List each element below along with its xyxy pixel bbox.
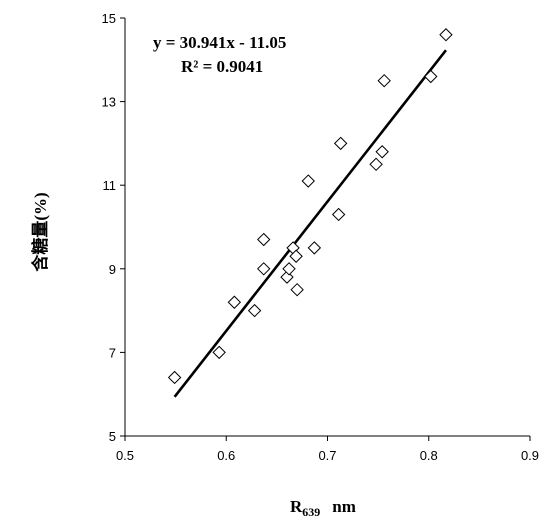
y-tick-label: 7 bbox=[109, 345, 116, 360]
trendline-equation: y = 30.941x - 11.05 bbox=[153, 33, 286, 52]
data-point bbox=[331, 207, 346, 222]
axes bbox=[124, 18, 530, 437]
data-point bbox=[301, 174, 315, 188]
data-point bbox=[290, 282, 304, 297]
y-tick-label: 15 bbox=[102, 11, 116, 26]
x-axis-label-unit: nm bbox=[332, 497, 356, 516]
x-tick-label: 0.7 bbox=[318, 448, 336, 463]
data-point bbox=[375, 145, 389, 159]
y-tick-label: 11 bbox=[103, 178, 117, 193]
x-axis-label: R639 nm bbox=[290, 497, 356, 519]
data-point bbox=[369, 157, 383, 172]
y-axis-label: 含糖量(%) bbox=[30, 192, 50, 271]
ticks: 0.5 0.6 0.7 0.8 0.9 5 7 9 11 13 15 bbox=[102, 11, 540, 463]
data-point bbox=[257, 232, 271, 247]
data-point bbox=[424, 69, 438, 84]
y-tick-label: 13 bbox=[102, 95, 116, 110]
y-tick-label: 9 bbox=[109, 262, 116, 277]
r-squared-label: R² = 0.9041 bbox=[181, 57, 263, 76]
data-point bbox=[333, 136, 348, 151]
x-tick-label: 0.8 bbox=[420, 448, 438, 463]
data-point bbox=[227, 295, 242, 309]
data-point bbox=[439, 28, 453, 42]
data-point bbox=[247, 303, 262, 318]
data-point bbox=[307, 241, 322, 255]
x-axis-label-main: R bbox=[290, 497, 303, 516]
trendline-group bbox=[173, 49, 447, 398]
x-tick-label: 0.6 bbox=[217, 448, 235, 463]
data-point bbox=[377, 73, 391, 88]
points-group bbox=[167, 28, 453, 385]
y-tick-label: 5 bbox=[109, 429, 116, 444]
data-point bbox=[289, 249, 303, 263]
x-tick-label: 0.9 bbox=[521, 448, 539, 463]
x-axis-label-subscript: 639 bbox=[302, 505, 320, 519]
data-point bbox=[282, 262, 296, 276]
trendline bbox=[173, 49, 447, 398]
data-point bbox=[167, 370, 182, 385]
data-point bbox=[257, 262, 271, 276]
data-point bbox=[212, 345, 226, 360]
x-tick-label: 0.5 bbox=[116, 448, 134, 463]
